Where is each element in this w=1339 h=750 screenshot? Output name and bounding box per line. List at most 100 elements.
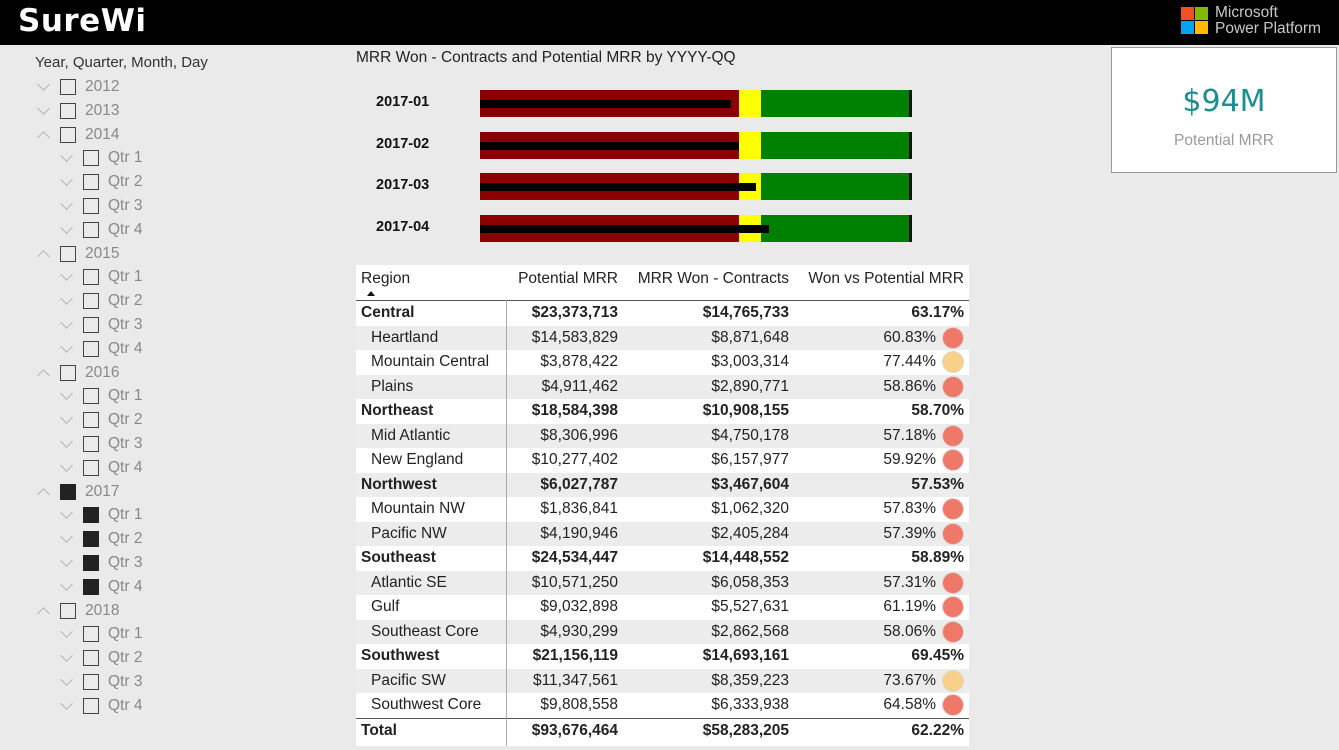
chevron-up-icon[interactable]: [35, 124, 53, 146]
checkbox[interactable]: [60, 126, 76, 143]
checkbox[interactable]: [83, 388, 99, 405]
chevron-down-icon[interactable]: [58, 147, 76, 169]
checkbox[interactable]: [83, 650, 99, 667]
slicer-quarter-item[interactable]: Qtr 2: [58, 171, 142, 193]
bullet-value-bar[interactable]: [480, 183, 757, 191]
slicer-quarter-item[interactable]: Qtr 4: [58, 219, 142, 241]
chevron-down-icon[interactable]: [58, 671, 76, 693]
column-header-region[interactable]: Region: [361, 265, 410, 300]
checkbox[interactable]: [60, 364, 76, 381]
table-row[interactable]: Mountain Central $3,878,422 $3,003,314 77.4…: [356, 350, 969, 375]
table-row[interactable]: Northwest $6,027,787 $3,467,604 57.53%: [356, 472, 969, 497]
checkbox[interactable]: [60, 245, 76, 262]
checkbox[interactable]: [83, 507, 99, 524]
slicer-quarter-item[interactable]: Qtr 4: [58, 338, 142, 360]
table-row[interactable]: Plains $4,911,462 $2,890,771 58.86%: [356, 374, 969, 399]
slicer-year-item[interactable]: 2014: [35, 124, 119, 146]
checkbox[interactable]: [83, 674, 99, 690]
table-row[interactable]: Southwest Core $9,808,558 $6,333,938 64.58%: [356, 693, 969, 718]
chevron-down-icon[interactable]: [58, 552, 76, 574]
table-row[interactable]: New England $10,277,402 $6,157,977 59.92%: [356, 448, 969, 473]
checkbox[interactable]: [83, 436, 99, 452]
slicer-year-item[interactable]: 2012: [35, 76, 119, 98]
checkbox[interactable]: [83, 340, 99, 357]
chevron-down-icon[interactable]: [58, 433, 76, 455]
slicer-quarter-item[interactable]: Qtr 2: [58, 290, 142, 312]
chevron-down-icon[interactable]: [58, 576, 76, 598]
checkbox[interactable]: [83, 269, 99, 286]
slicer-quarter-item[interactable]: Qtr 4: [58, 457, 142, 479]
slicer-quarter-item[interactable]: Qtr 1: [58, 385, 142, 407]
checkbox[interactable]: [83, 412, 99, 429]
table-row[interactable]: Atlantic SE $10,571,250 $6,058,353 57.31%: [356, 570, 969, 595]
slicer-quarter-item[interactable]: Qtr 1: [58, 623, 142, 645]
checkbox[interactable]: [83, 555, 99, 571]
table-row[interactable]: Southwest $21,156,119 $14,693,161 69.45%: [356, 644, 969, 669]
slicer-quarter-item[interactable]: Qtr 1: [58, 147, 142, 169]
checkbox[interactable]: [83, 198, 99, 214]
checkbox[interactable]: [83, 221, 99, 238]
slicer-quarter-item[interactable]: Qtr 4: [58, 576, 142, 598]
slicer-year-item[interactable]: 2018: [35, 600, 119, 622]
chevron-down-icon[interactable]: [58, 385, 76, 407]
table-row[interactable]: Pacific SW $11,347,561 $8,359,223 73.67%: [356, 668, 969, 693]
checkbox[interactable]: [60, 102, 76, 119]
checkbox[interactable]: [83, 531, 99, 548]
slicer-quarter-item[interactable]: Qtr 1: [58, 266, 142, 288]
chevron-down-icon[interactable]: [58, 623, 76, 645]
chevron-down-icon[interactable]: [58, 457, 76, 479]
checkbox[interactable]: [60, 483, 76, 500]
chevron-up-icon[interactable]: [35, 600, 53, 622]
checkbox[interactable]: [60, 79, 76, 95]
slicer-quarter-item[interactable]: Qtr 2: [58, 647, 142, 669]
table-total-row[interactable]: Total $93,676,464 $58,283,205 62.22%: [356, 717, 969, 743]
column-header-potential[interactable]: Potential MRR: [518, 270, 618, 287]
slicer-quarter-item[interactable]: Qtr 2: [58, 528, 142, 550]
bullet-value-bar[interactable]: [480, 142, 740, 150]
slicer-year-item[interactable]: 2017: [35, 481, 119, 503]
slicer-quarter-item[interactable]: Qtr 3: [58, 671, 142, 693]
column-header-pct[interactable]: Won vs Potential MRR: [808, 270, 964, 287]
chevron-up-icon[interactable]: [35, 243, 53, 265]
table-row[interactable]: Southeast $24,534,447 $14,448,552 58.89%: [356, 546, 969, 571]
slicer-year-item[interactable]: 2015: [35, 243, 119, 265]
table-row[interactable]: Southeast Core $4,930,299 $2,862,568 58.06%: [356, 619, 969, 644]
slicer-quarter-item[interactable]: Qtr 3: [58, 433, 142, 455]
checkbox[interactable]: [83, 293, 99, 310]
slicer-quarter-item[interactable]: Qtr 4: [58, 695, 142, 717]
chevron-up-icon[interactable]: [35, 362, 53, 384]
chevron-down-icon[interactable]: [35, 76, 53, 98]
slicer-year-item[interactable]: 2016: [35, 362, 119, 384]
chevron-down-icon[interactable]: [58, 171, 76, 193]
chevron-up-icon[interactable]: [35, 481, 53, 503]
table-row[interactable]: Mountain NW $1,836,841 $1,062,320 57.83%: [356, 497, 969, 522]
kpi-card[interactable]: $94M Potential MRR: [1111, 47, 1337, 173]
slicer-year-item[interactable]: 2013: [35, 100, 119, 122]
chevron-down-icon[interactable]: [58, 409, 76, 431]
slicer-quarter-item[interactable]: Qtr 3: [58, 552, 142, 574]
column-header-won[interactable]: MRR Won - Contracts: [637, 270, 789, 287]
chevron-down-icon[interactable]: [58, 290, 76, 312]
slicer-quarter-item[interactable]: Qtr 1: [58, 504, 142, 526]
chevron-down-icon[interactable]: [58, 338, 76, 360]
chevron-down-icon[interactable]: [58, 528, 76, 550]
table-row[interactable]: Northeast $18,584,398 $10,908,155 58.70%: [356, 399, 969, 424]
checkbox[interactable]: [60, 602, 76, 619]
bullet-value-bar[interactable]: [480, 100, 731, 108]
chevron-down-icon[interactable]: [58, 195, 76, 217]
checkbox[interactable]: [83, 174, 99, 191]
table-row[interactable]: Central $23,373,713 $14,765,733 63.17%: [356, 301, 969, 326]
checkbox[interactable]: [83, 150, 99, 167]
table-row[interactable]: Gulf $9,032,898 $5,527,631 61.19%: [356, 595, 969, 620]
table-row[interactable]: Mid Atlantic $8,306,996 $4,750,178 57.18%: [356, 423, 969, 448]
chevron-down-icon[interactable]: [58, 695, 76, 717]
slicer-quarter-item[interactable]: Qtr 3: [58, 195, 142, 217]
checkbox[interactable]: [83, 626, 99, 643]
checkbox[interactable]: [83, 697, 99, 714]
bullet-value-bar[interactable]: [480, 225, 770, 233]
checkbox[interactable]: [83, 317, 99, 333]
slicer-quarter-item[interactable]: Qtr 3: [58, 314, 142, 336]
slicer-quarter-item[interactable]: Qtr 2: [58, 409, 142, 431]
checkbox[interactable]: [83, 578, 99, 595]
table-row[interactable]: Heartland $14,583,829 $8,871,648 60.83%: [356, 325, 969, 350]
